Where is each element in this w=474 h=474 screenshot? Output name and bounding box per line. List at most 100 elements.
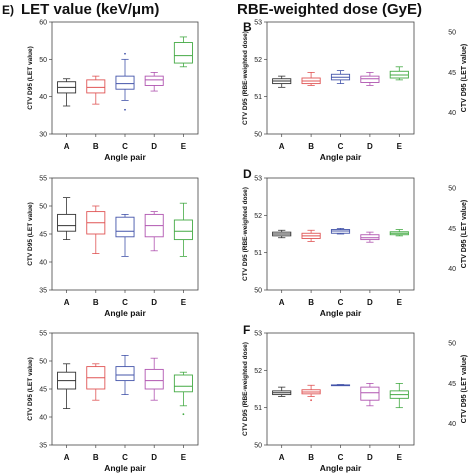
edge-tick-label: 45 — [448, 70, 456, 77]
x-tick-label: C — [122, 298, 128, 307]
box-E — [389, 66, 409, 81]
x-tick-label: C — [338, 142, 344, 151]
x-tick-label: E — [181, 298, 187, 307]
y-axis-label: CTV D95 (LET value) — [27, 46, 34, 110]
y-tick-label: 52 — [254, 57, 262, 64]
x-tick-label: C — [338, 298, 344, 307]
x-tick-label: D — [151, 142, 157, 151]
y-tick-label: 55 — [39, 176, 47, 183]
y-tick-label: 40 — [39, 94, 47, 101]
x-tick-label: B — [93, 298, 99, 307]
box-A — [272, 75, 292, 88]
y-tick-label: 50 — [254, 288, 262, 295]
box-B — [301, 384, 321, 402]
y-tick-label: 40 — [39, 415, 47, 422]
box-iqr — [144, 75, 164, 86]
box-A — [272, 386, 292, 397]
x-tick-label: B — [93, 142, 99, 151]
x-tick-label: D — [151, 298, 157, 307]
outlier-point — [124, 52, 126, 55]
y-tick-label: 53 — [254, 331, 262, 338]
chart-panel-2: 50 51 52 53 A B C D E Angle pair CTV D95 (RBE-weig… — [242, 20, 468, 163]
box-D — [144, 72, 164, 92]
y-tick-label: 51 — [254, 250, 262, 257]
chart-panel-6: 50 51 52 53 A B C D E Angle pair CTV D95 (RBE-weig… — [242, 323, 468, 473]
x-axis-label: Angle pair — [104, 152, 146, 162]
outlier-point — [124, 108, 126, 111]
box-B — [86, 205, 106, 255]
edge-tick-label: 45 — [448, 381, 456, 388]
box-A — [57, 363, 77, 410]
box-C — [330, 70, 351, 84]
box-iqr — [173, 219, 193, 241]
box-E — [389, 382, 409, 409]
box-A — [57, 197, 77, 241]
x-tick-label: C — [122, 453, 128, 462]
y-tick-label: 53 — [254, 176, 262, 183]
edge-tick-label: 50 — [448, 186, 456, 193]
y-tick-label: 35 — [39, 443, 47, 450]
box-B — [301, 229, 321, 242]
box-iqr — [115, 366, 135, 382]
box-iqr — [173, 374, 193, 393]
x-tick-label: A — [279, 142, 285, 151]
box-C — [330, 227, 351, 235]
y-tick-label: 40 — [39, 260, 47, 267]
edge-axis-label: CTV D95 (LET value) — [461, 44, 468, 112]
box-iqr — [57, 213, 77, 232]
box-iqr — [173, 42, 193, 64]
x-axis-label: Angle pair — [104, 308, 146, 318]
x-tick-label: A — [279, 298, 285, 307]
box-iqr — [115, 75, 135, 90]
chart-panel-5: 35 40 45 50 55 A B C D E Angle pair CTV D95 (LET va… — [27, 331, 199, 473]
x-axis-label: Angle pair — [104, 463, 146, 473]
y-tick-label: 50 — [39, 204, 47, 211]
x-tick-label: A — [279, 453, 285, 462]
panel-label: D — [243, 167, 252, 181]
x-tick-label: C — [338, 453, 344, 462]
box-E — [173, 371, 193, 416]
y-tick-label: 55 — [39, 331, 47, 338]
x-axis-label: Angle pair — [320, 308, 362, 318]
edge-tick-label: 40 — [448, 110, 456, 117]
box-iqr — [86, 79, 106, 94]
panel-label: F — [243, 323, 250, 337]
box-D — [360, 231, 380, 243]
y-axis-label: CTV D95 (LET value) — [27, 202, 34, 266]
box-D — [144, 211, 164, 252]
box-B — [86, 363, 106, 401]
y-tick-label: 53 — [254, 20, 262, 27]
y-tick-label: 50 — [39, 57, 47, 64]
x-tick-label: E — [397, 142, 403, 151]
y-tick-label: 52 — [254, 368, 262, 375]
box-iqr — [360, 75, 380, 83]
y-axis-label: CTV D95 (LET value) — [27, 357, 34, 421]
y-tick-label: 52 — [254, 213, 262, 220]
box-B — [301, 72, 321, 86]
x-tick-label: E — [397, 298, 403, 307]
box-E — [173, 36, 193, 68]
box-B — [86, 75, 106, 105]
x-tick-label: B — [93, 453, 99, 462]
y-tick-label: 45 — [39, 387, 47, 394]
panel-label: E) — [2, 3, 14, 17]
x-tick-label: D — [367, 142, 373, 151]
box-C — [115, 52, 135, 111]
box-A — [272, 229, 292, 239]
x-tick-label: B — [308, 453, 314, 462]
panel-label: B — [243, 20, 252, 34]
chart-panel-4: 50 51 52 53 A B C D E Angle pair CTV D95 (RBE-weig… — [242, 167, 468, 318]
box-iqr — [144, 368, 164, 390]
y-tick-label: 50 — [254, 132, 262, 139]
edge-tick-label: 50 — [448, 341, 456, 348]
x-tick-label: B — [308, 142, 314, 151]
x-tick-label: D — [367, 298, 373, 307]
x-tick-label: A — [64, 142, 70, 151]
y-tick-label: 50 — [254, 443, 262, 450]
box-D — [144, 357, 164, 401]
x-tick-label: D — [151, 453, 157, 462]
x-axis-label: Angle pair — [320, 463, 362, 473]
y-tick-label: 60 — [39, 20, 47, 27]
box-iqr — [115, 216, 135, 238]
x-tick-label: D — [367, 453, 373, 462]
